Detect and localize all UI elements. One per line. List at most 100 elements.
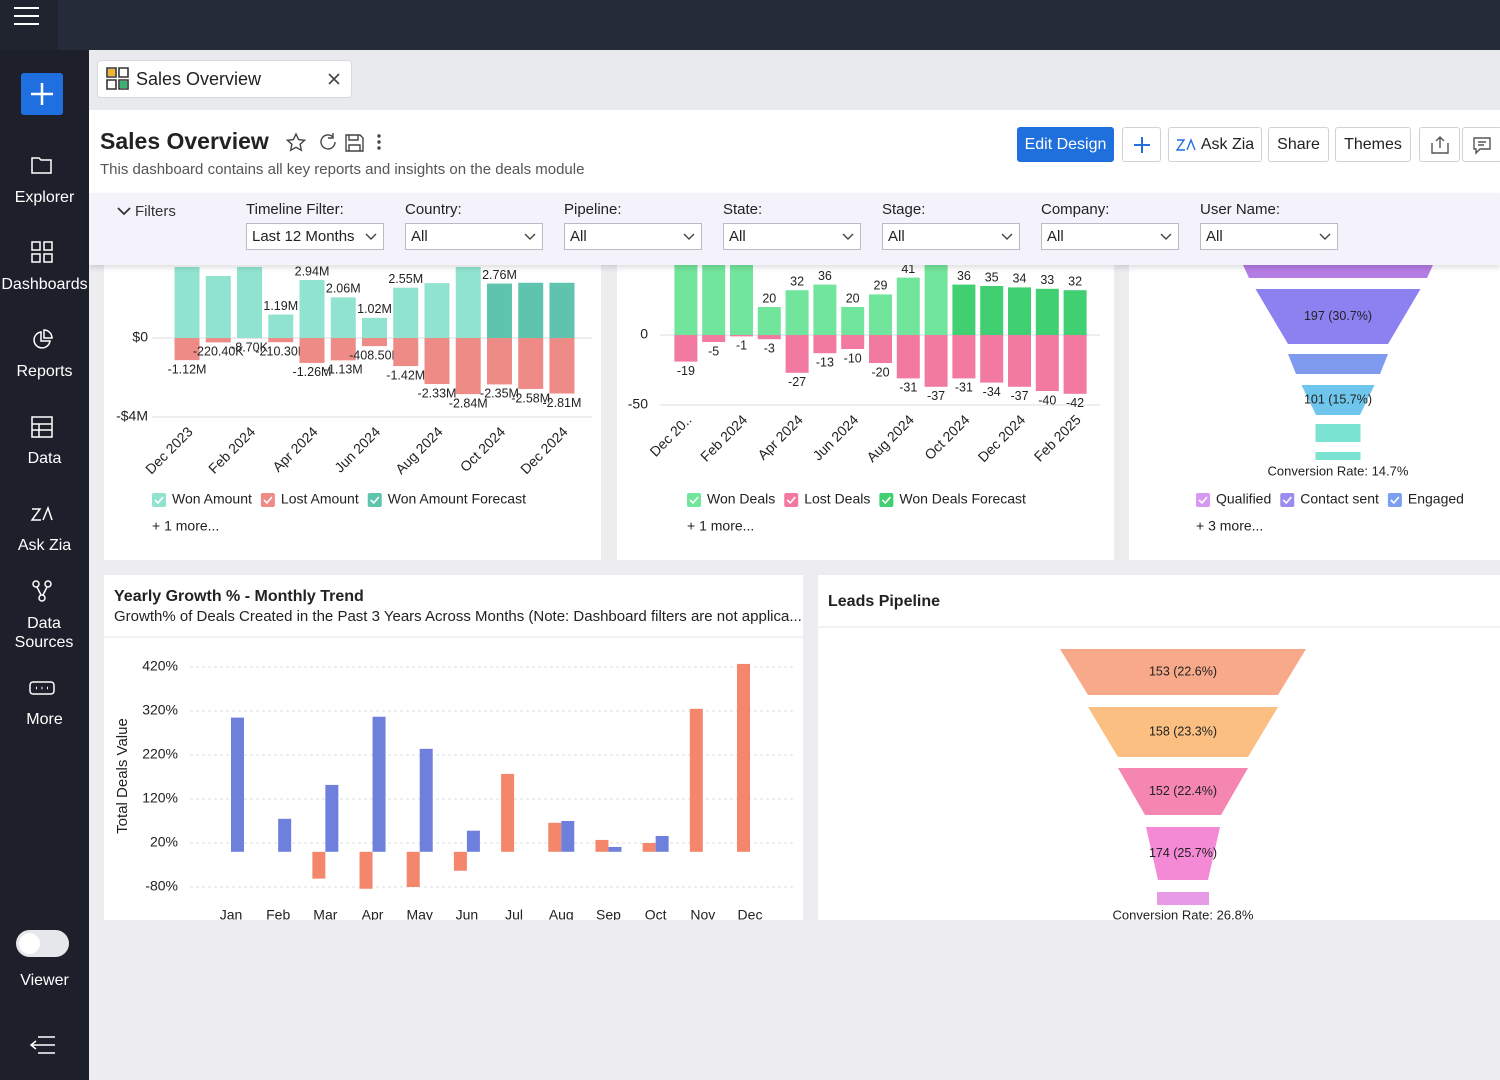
bar [466, 830, 480, 852]
data-label: 101 (15.7%) [1304, 392, 1372, 406]
funnel-stage [1301, 385, 1375, 415]
legend-label: Engaged [1408, 491, 1464, 507]
export-button[interactable] [1419, 127, 1460, 162]
data-label: 20 [846, 291, 860, 305]
comment-button[interactable] [1462, 127, 1500, 162]
bar [702, 265, 726, 335]
x-tick-label: Dec [738, 907, 763, 920]
themes-button[interactable]: Themes [1335, 127, 1411, 162]
tab[interactable]: Sales Overview [97, 60, 352, 98]
filter-label: State: [723, 201, 763, 218]
bar [702, 335, 726, 342]
data-label: -13 [816, 355, 834, 369]
bar [268, 338, 294, 343]
bar [924, 335, 948, 387]
header [89, 110, 1500, 193]
legend-label: Qualified [1216, 491, 1271, 507]
share-button[interactable]: Share [1268, 127, 1329, 162]
edit-design-button[interactable]: Edit Design [1017, 127, 1114, 162]
bar [952, 335, 976, 379]
data-icon[interactable] [31, 416, 53, 438]
data-label: 33 [1040, 273, 1054, 287]
bar [453, 851, 467, 871]
filter-select[interactable]: All [564, 223, 702, 250]
explorer-icon[interactable] [31, 155, 53, 175]
data-label: 1.02M [357, 302, 392, 316]
nav-label[interactable]: Reports [16, 363, 73, 380]
filter-select[interactable]: All [1200, 223, 1338, 250]
viewer-toggle[interactable] [16, 930, 69, 957]
nav-label[interactable]: Dashboards [1, 276, 88, 293]
legend-label: Lost Amount [281, 491, 359, 507]
filter-label: Country: [405, 201, 462, 218]
filter-select[interactable]: All [405, 223, 543, 250]
filter-label: Company: [1041, 201, 1110, 218]
legend-label: Won Amount Forecast [388, 491, 526, 507]
bar [549, 338, 575, 394]
bar [205, 338, 231, 343]
y-tick-label: 420% [142, 658, 178, 674]
bar [455, 338, 481, 395]
filter-select[interactable]: All [1041, 223, 1179, 250]
filters-chevron[interactable] [117, 205, 131, 217]
funnel-stage [1088, 707, 1278, 757]
filter-label: Stage: [882, 201, 926, 218]
tab-close[interactable] [327, 72, 341, 86]
bar [501, 773, 515, 852]
legend-label: Won Amount [172, 491, 252, 507]
bar [689, 708, 703, 852]
filter-value: Last 12 Months [252, 228, 355, 245]
collapse-icon[interactable] [30, 1036, 56, 1054]
funnel-stage [1255, 289, 1421, 344]
nav-label[interactable]: Ask Zia [17, 537, 72, 554]
add-button[interactable] [21, 73, 63, 115]
reports-icon[interactable] [31, 329, 53, 351]
bar [455, 266, 481, 339]
data-label: 2.06M [326, 282, 361, 296]
bar [424, 338, 450, 385]
legend-check [370, 496, 380, 505]
data-label: 174 (25.7%) [1149, 846, 1217, 860]
legend-swatch [367, 493, 382, 507]
ask-zia-button[interactable]: Ask Zia [1168, 127, 1262, 162]
dashboards-icon[interactable] [31, 241, 53, 263]
filters-title[interactable]: Filters [135, 203, 176, 220]
data-sources-icon[interactable] [31, 579, 53, 603]
data-label: -408.50K [349, 348, 400, 362]
filter-value: All [729, 228, 746, 245]
menu-icon[interactable] [13, 5, 41, 27]
legend-label: Lost Deals [804, 491, 870, 507]
bar [980, 335, 1004, 383]
nav-label[interactable]: Data [27, 450, 62, 467]
title-actions[interactable] [285, 132, 395, 154]
nav-label[interactable]: Data Sources [14, 615, 74, 651]
select-chevron [1160, 233, 1172, 240]
more-icon[interactable] [29, 680, 55, 696]
x-tick-label: Feb 2025 [1031, 411, 1084, 464]
y-tick-label: 20% [150, 834, 178, 850]
bar [393, 338, 419, 367]
nav-label[interactable]: More [26, 711, 63, 728]
legend-swatch [687, 493, 701, 507]
chart-subtitle: Growth% of Deals Created in the Past 3 Y… [114, 608, 802, 625]
data-label: -31 [955, 381, 973, 395]
bar [869, 335, 892, 363]
x-tick-label: Feb [266, 907, 290, 920]
bar [813, 335, 837, 354]
legend-swatch [879, 493, 894, 507]
x-tick-label: Apr 2024 [269, 423, 321, 475]
select-chevron [1319, 233, 1331, 240]
plus-icon [1133, 136, 1150, 153]
bar [325, 784, 339, 852]
filter-select[interactable]: All [723, 223, 861, 250]
nav-label[interactable]: Explorer [14, 189, 75, 206]
bar [1008, 287, 1031, 335]
filter-select[interactable]: Last 12 Months [246, 223, 384, 250]
bar [1063, 335, 1087, 394]
zia-icon[interactable] [30, 505, 54, 523]
filter-select[interactable]: All [882, 223, 1020, 250]
select-chevron [1001, 233, 1013, 240]
bar [424, 283, 450, 339]
add-widget-button[interactable] [1122, 127, 1161, 162]
data-label: 29 [874, 279, 888, 293]
